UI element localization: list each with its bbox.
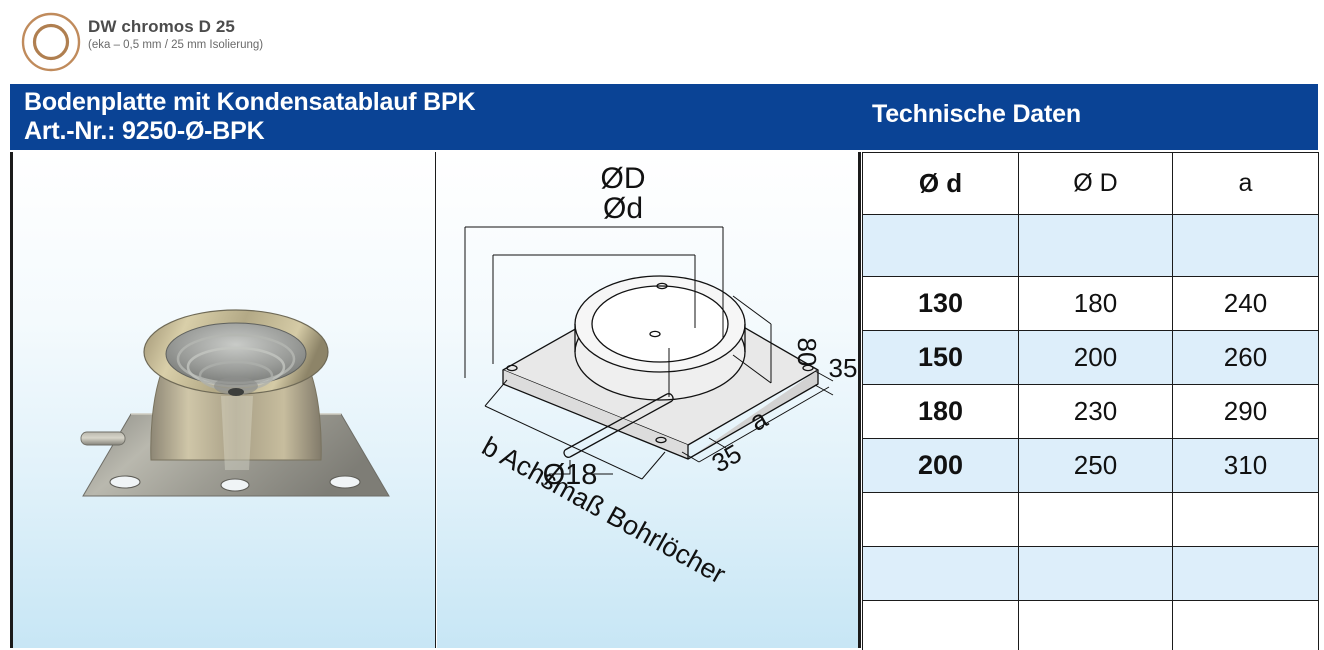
product-photo — [80, 309, 390, 497]
table-row — [862, 546, 1319, 601]
cell-D: 230 — [1018, 384, 1173, 439]
cell-a — [1172, 546, 1319, 601]
cell-d — [862, 214, 1019, 277]
technical-data-table: Ø d Ø D a 130 180 240 150 200 260 1 — [862, 152, 1319, 650]
cell-D — [1018, 492, 1173, 547]
table-row: 180 230 290 — [862, 384, 1319, 439]
cell-d: 200 — [862, 438, 1019, 493]
cell-a — [1172, 600, 1319, 650]
title-band: Bodenplatte mit Kondensatablauf BPK Art.… — [10, 84, 1318, 150]
column-header-d: Ø d — [862, 152, 1019, 215]
cell-a: 290 — [1172, 384, 1319, 439]
table-row — [862, 492, 1319, 547]
cell-d: 130 — [862, 276, 1019, 331]
article-number: Art.-Nr.: 9250-Ø-BPK — [24, 117, 265, 145]
technical-drawing-panel — [437, 152, 861, 648]
cell-a: 310 — [1172, 438, 1319, 493]
concentric-rings-logo-icon — [21, 12, 81, 72]
table-row: 150 200 260 — [862, 330, 1319, 385]
cell-a — [1172, 214, 1319, 277]
cell-D — [1018, 546, 1173, 601]
cell-D: 200 — [1018, 330, 1173, 385]
cell-d: 180 — [862, 384, 1019, 439]
table-row — [862, 214, 1319, 277]
table-header-row: Ø d Ø D a — [862, 152, 1319, 215]
brand-subtitle: (eka – 0,5 mm / 25 mm Isolierung) — [88, 39, 264, 51]
cell-d — [862, 600, 1019, 650]
page-title: Bodenplatte mit Kondensatablauf BPK — [24, 88, 476, 116]
brand-strip: DW chromos D 25 (eka – 0,5 mm / 25 mm Is… — [0, 0, 1324, 84]
cell-a: 260 — [1172, 330, 1319, 385]
cell-D — [1018, 214, 1173, 277]
cell-a: 240 — [1172, 276, 1319, 331]
product-photo-panel — [10, 152, 436, 648]
brand-text-block: DW chromos D 25 (eka – 0,5 mm / 25 mm Is… — [88, 17, 263, 53]
cell-d: 150 — [862, 330, 1019, 385]
technical-data-heading: Technische Daten — [872, 100, 1081, 128]
cell-D — [1018, 600, 1173, 650]
cell-D: 250 — [1018, 438, 1173, 493]
column-header-a: a — [1172, 152, 1319, 215]
table-row: 130 180 240 — [862, 276, 1319, 331]
cell-a — [1172, 492, 1319, 547]
cell-d — [862, 492, 1019, 547]
table-row — [862, 600, 1319, 650]
brand-title: DW chromos D 25 — [88, 17, 235, 36]
cell-d — [862, 546, 1019, 601]
table-row: 200 250 310 — [862, 438, 1319, 493]
column-header-D: Ø D — [1018, 152, 1173, 215]
cell-D: 180 — [1018, 276, 1173, 331]
